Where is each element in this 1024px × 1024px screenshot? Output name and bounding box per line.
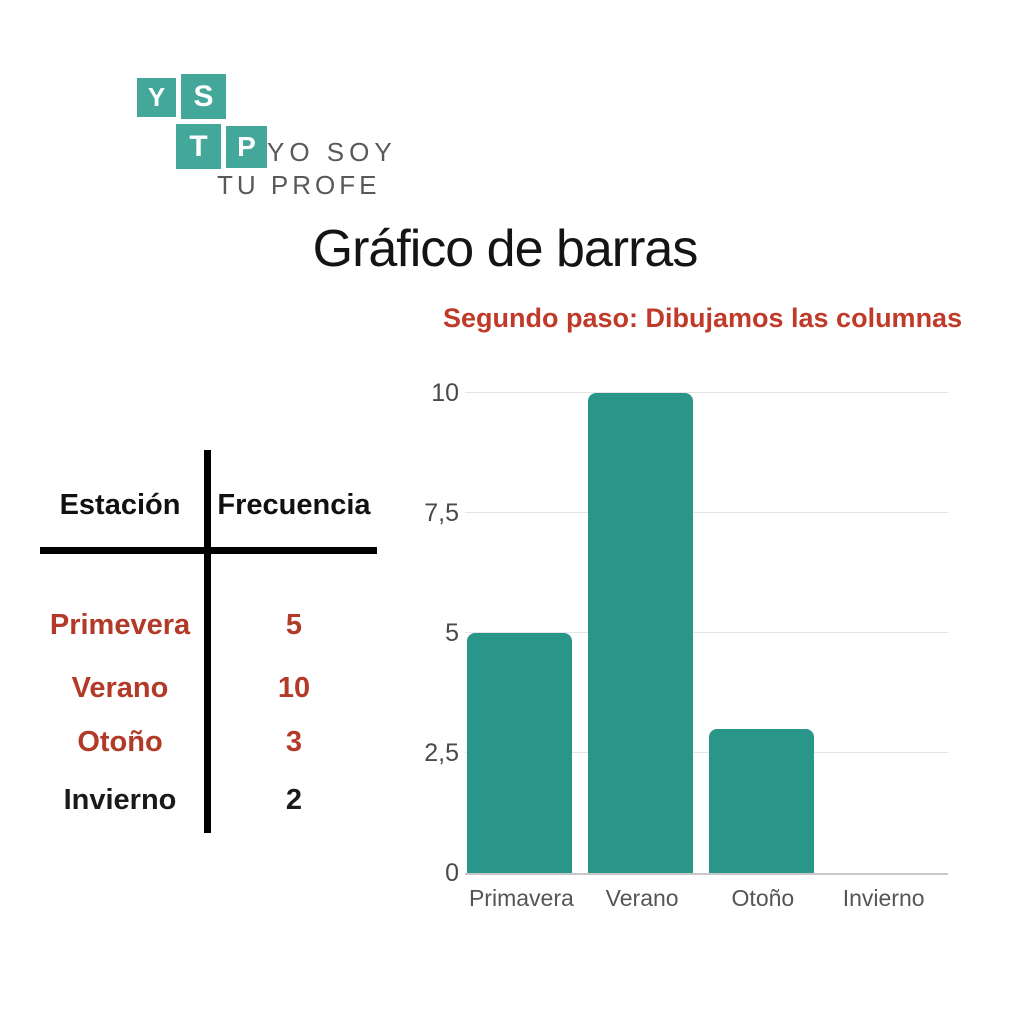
- chart-bar-verano: [587, 393, 693, 873]
- chart-plot-area: 0 2,5 5 7,5 10 Primavera Verano Otoño Invierno: [424, 379, 948, 911]
- logo-square-s: S: [181, 74, 226, 119]
- page-title: Gráfico de barras: [312, 220, 699, 278]
- bar-chart: 0 2,5 5 7,5 10 Primavera Verano Otoño Invierno: [424, 378, 985, 918]
- table-vertical-divider: [204, 450, 211, 833]
- table-header-estacion: Estación: [59, 489, 181, 521]
- table-horizontal-divider: [40, 547, 377, 554]
- chart-gridline: [465, 512, 948, 513]
- brand-text-line2: TU PROFE: [217, 170, 381, 200]
- chart-bar-otoño: [708, 729, 814, 873]
- frequency-table: Estación Frecuencia Primevera 5 Verano 10 Ot…: [40, 450, 377, 835]
- x-axis-category-label: Primavera: [468, 885, 574, 911]
- table-row-value: 3: [285, 726, 303, 758]
- x-axis-category-label: Invierno: [842, 885, 925, 911]
- step-subtitle: Segundo paso: Dibujamos las columnas: [443, 303, 963, 333]
- y-axis-tick-label: 10: [431, 379, 459, 407]
- chart-gridline: [465, 632, 948, 633]
- table-row-value: 5: [285, 609, 303, 641]
- chart-gridline: [465, 392, 948, 393]
- logo-square-p: P: [226, 126, 267, 168]
- y-axis-tick-label: 5: [445, 619, 459, 647]
- y-axis-tick-label: 2,5: [424, 739, 459, 767]
- y-axis-tick-label: 0: [445, 859, 459, 887]
- x-axis-baseline: [465, 873, 948, 875]
- table-row-label: Verano: [71, 672, 169, 704]
- table-header-frecuencia: Frecuencia: [217, 489, 371, 521]
- x-axis-category-label: Otoño: [731, 885, 795, 911]
- chart-bar-primavera: [467, 633, 572, 873]
- table-row-value: 2: [285, 784, 303, 816]
- table-row-label: Otoño: [77, 726, 163, 758]
- logo-square-y: Y: [137, 78, 176, 117]
- brand-text-line1: YO SOY: [267, 137, 397, 167]
- table-row-value: 10: [277, 672, 311, 704]
- x-axis-category-label: Verano: [605, 885, 679, 911]
- table-row-label: Primevera: [49, 609, 191, 641]
- y-axis-tick-label: 7,5: [424, 499, 459, 527]
- table-row-label: Invierno: [63, 784, 177, 816]
- logo-square-t: T: [176, 124, 221, 169]
- chart-gridline: [465, 752, 948, 753]
